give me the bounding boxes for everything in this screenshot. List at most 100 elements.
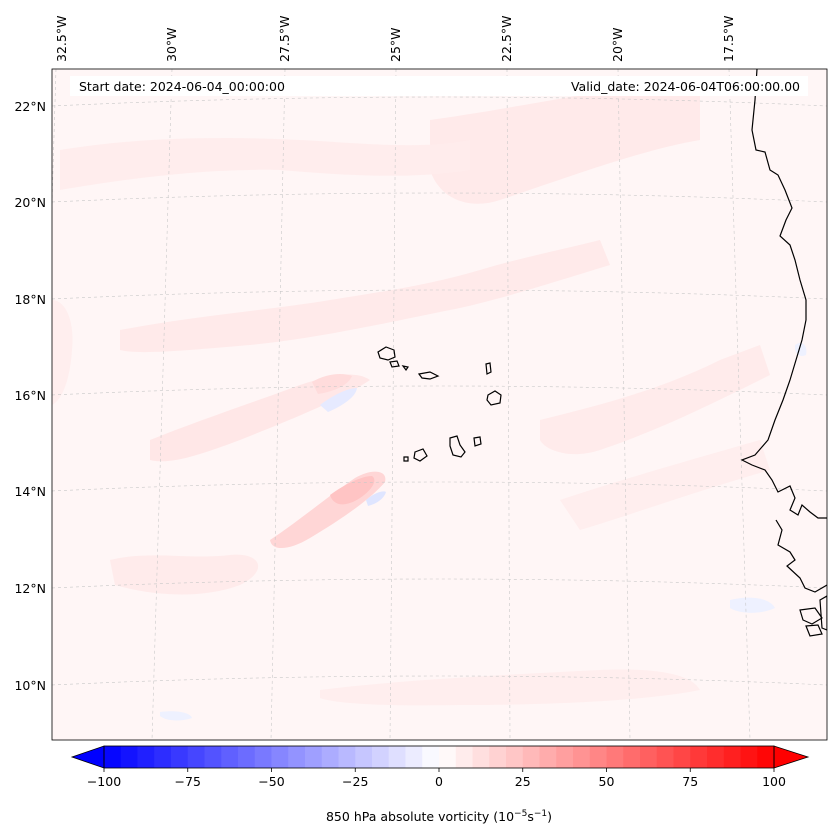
- island-fogo: [413, 448, 428, 462]
- colorbar-cell: [355, 746, 373, 768]
- cabo-verde-islands: [377, 346, 502, 462]
- colorbar-cell: [305, 746, 323, 768]
- colorbar-cell: [154, 746, 172, 768]
- colorbar-cell: [171, 746, 189, 768]
- guinea-islands-2: [805, 624, 823, 637]
- colorbar-cell: [372, 746, 390, 768]
- parallel-12n: [52, 578, 827, 589]
- coastlines: [740, 69, 827, 637]
- lon-label: 22.5°W: [499, 16, 514, 62]
- parallel-16n: [52, 385, 827, 396]
- colorbar-cell: [388, 746, 406, 768]
- island-sao-vicente: [389, 360, 400, 368]
- colorbar-cells: [104, 746, 775, 768]
- guinea-bissau-coast: [775, 519, 827, 593]
- meridian-27-5w: [270, 69, 286, 740]
- island-santiago: [449, 435, 466, 458]
- lon-label: 27.5°W: [277, 16, 292, 62]
- graticule: [52, 69, 827, 740]
- colorbar: −100 −75 −50 −25 0 25 50 75 100 850 hPa absolute…: [70, 745, 810, 824]
- negative-vorticity-east: [730, 597, 775, 613]
- colorbar-tick-label: 50: [599, 774, 615, 789]
- lon-label: 20°W: [610, 27, 625, 62]
- meridian-17-5w: [728, 69, 751, 740]
- island-boa-vista: [486, 390, 502, 406]
- colorbar-tick-label: 100: [762, 774, 786, 789]
- west-africa-coastline: [740, 69, 827, 519]
- colorbar-cell: [439, 746, 457, 768]
- colorbar-cell: [522, 746, 540, 768]
- colorbar-cell: [104, 746, 122, 768]
- colorbar-cell: [271, 746, 289, 768]
- island-sal: [485, 362, 492, 375]
- colorbar-cell: [120, 746, 138, 768]
- colorbar-cell: [573, 746, 591, 768]
- colorbar-cell: [489, 746, 507, 768]
- colorbar-cell: [321, 746, 339, 768]
- colorbar-label: 850 hPa absolute vorticity (10−5s−1): [326, 809, 552, 824]
- vorticity-band-southwest: [110, 554, 259, 595]
- vorticity-band-east: [540, 345, 770, 455]
- colorbar-tick-label: −50: [258, 774, 284, 789]
- negative-vorticity-16n: [320, 388, 357, 412]
- colorbar-cell: [606, 746, 624, 768]
- island-maio: [473, 436, 482, 447]
- colorbar-cell: [656, 746, 674, 768]
- colorbar-cell: [422, 746, 440, 768]
- vorticity-band-diagonal: [150, 374, 370, 462]
- colorbar-tick-label: −25: [342, 774, 368, 789]
- map-panel: Start date: 2024-06-04_00:00:00 Valid_da…: [51, 68, 828, 741]
- colorbar-tick-label: −100: [87, 774, 121, 789]
- island-sao-nicolau: [417, 371, 440, 380]
- vorticity-band-middle: [120, 240, 610, 353]
- negative-vorticity-southwest: [160, 711, 192, 721]
- negative-vorticity-14n: [366, 491, 386, 506]
- lat-label: 16°N: [14, 388, 46, 403]
- vorticity-core-14n: [330, 476, 375, 505]
- colorbar-cell: [405, 746, 423, 768]
- header-box: [70, 76, 808, 96]
- vorticity-streak-16n: [312, 374, 352, 394]
- lat-label: 20°N: [14, 195, 46, 210]
- lon-label: 32.5°W: [54, 16, 69, 62]
- guinea-islands-3: [819, 595, 827, 631]
- lat-label: 10°N: [14, 678, 46, 693]
- colorbar-cell: [187, 746, 205, 768]
- vorticity-band-northeast: [430, 80, 700, 204]
- colorbar-cell: [740, 746, 758, 768]
- parallel-10n: [52, 675, 827, 686]
- start-date-label: Start date: 2024-06-04_00:00:00: [79, 79, 285, 94]
- island-santo-antao: [377, 346, 396, 361]
- meridian-25w: [389, 69, 397, 740]
- meridian-22-5w: [506, 69, 511, 740]
- longitude-labels: 32.5°W 30°W 27.5°W 25°W 22.5°W 20°W 17.5…: [54, 16, 736, 62]
- colorbar-tick-label: 25: [515, 774, 531, 789]
- lat-label: 18°N: [14, 292, 46, 307]
- colorbar-cell: [254, 746, 272, 768]
- colorbar-tick-label: −75: [175, 774, 201, 789]
- meridian-30w: [151, 69, 173, 740]
- colorbar-cell: [757, 746, 775, 768]
- colorbar-cell: [623, 746, 641, 768]
- meridian-20w: [617, 69, 631, 740]
- guinea-islands: [799, 607, 823, 625]
- colorbar-ticks: −100 −75 −50 −25 0 25 50 75 100: [87, 768, 786, 789]
- colorbar-tick-label: 75: [682, 774, 698, 789]
- colorbar-cell: [556, 746, 574, 768]
- colorbar-cell: [338, 746, 356, 768]
- parallel-18n: [52, 289, 827, 300]
- colorbar-tick-label: 0: [435, 774, 443, 789]
- colorbar-cell: [723, 746, 741, 768]
- colorbar-cell: [137, 746, 155, 768]
- colorbar-cell: [204, 746, 222, 768]
- valid-date-label: Valid_date: 2024-06-04T06:00:00.00: [571, 79, 800, 94]
- map-frame: [51, 68, 828, 741]
- lon-label: 25°W: [388, 27, 403, 62]
- latitude-labels: 22°N 20°N 18°N 16°N 14°N 12°N 10°N: [14, 99, 46, 693]
- colorbar-cell: [472, 746, 490, 768]
- colorbar-extend-high: [773, 745, 810, 769]
- island-brava: [403, 456, 409, 462]
- lon-label: 30°W: [164, 27, 179, 62]
- vorticity-band-west: [52, 300, 73, 405]
